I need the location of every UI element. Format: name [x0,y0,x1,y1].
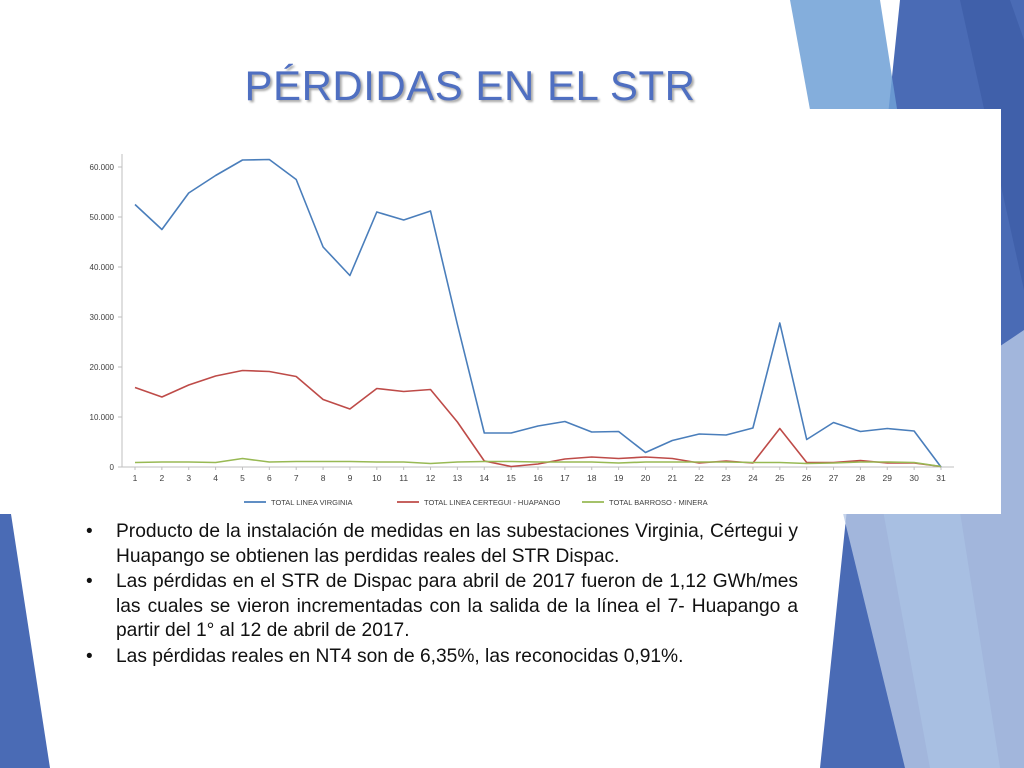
x-tick-label: 11 [399,473,408,483]
x-tick-label: 20 [641,473,651,483]
x-tick-label: 28 [856,473,866,483]
x-tick-label: 21 [668,473,678,483]
bullet-glyph: • [86,571,93,592]
x-tick-label: 3 [186,473,191,483]
y-tick-label: 60.000 [90,163,115,172]
x-tick-label: 2 [159,473,164,483]
x-tick-label: 24 [748,473,758,483]
x-tick-label: 30 [909,473,919,483]
bullet-glyph: • [86,645,93,667]
x-tick-label: 18 [587,473,597,483]
series-line-2 [134,369,942,468]
x-tick-label: 16 [533,473,543,483]
series-line-1 [134,158,942,468]
bullet-list: • Producto de la instalación de medidas e… [82,520,798,670]
x-tick-label: 4 [213,473,218,483]
slide-title: PÉRDIDAS EN EL STR [244,62,696,109]
series-layer [134,158,942,468]
x-tick-label: 14 [480,473,490,483]
bullet-glyph: • [86,521,93,542]
y-tick-label: 50.000 [90,213,115,222]
x-tick-label: 5 [240,473,245,483]
x-tick-label: 26 [802,473,812,483]
bullet-item: • Producto de la instalación de medidas e… [82,520,798,569]
y-tick-label: 20.000 [90,363,115,372]
y-tick-label: 10.000 [90,413,115,422]
bullet-text: Las pérdidas reales en NT4 son de 6,35%,… [116,645,684,667]
y-tick-label: 40.000 [90,263,115,272]
legend-label: TOTAL LINEA VIRGINIA [271,498,353,507]
series-line-3 [134,457,942,468]
legend-label: TOTAL LINEA CERTEGUI - HUAPANGO [424,498,560,507]
bullet-text: Producto de la instalación de medidas en… [116,521,798,567]
x-tick-label: 1 [133,473,138,483]
x-tick-label: 10 [372,473,382,483]
x-tick-label: 31 [936,473,946,483]
x-tick-label: 9 [348,473,353,483]
x-tick-label: 17 [560,473,570,483]
bullet-item: • Las pérdidas en el STR de Dispac para a… [82,570,798,644]
x-tick-label: 23 [721,473,731,483]
y-tick-label: 0 [110,463,115,472]
x-tick-label: 27 [829,473,839,483]
y-tick-label: 30.000 [90,313,115,322]
legend: TOTAL LINEA VIRGINIA TOTAL LINEA CERTEGUI… [244,498,708,507]
bullet-item: • Las pérdidas reales en NT4 son de 6,35%… [82,645,798,670]
x-tick-label: 8 [321,473,326,483]
x-tick-label: 19 [614,473,624,483]
x-tick-label: 12 [426,473,436,483]
bullet-text: Las pérdidas en el STR de Dispac para ab… [116,571,798,641]
x-tick-label: 15 [506,473,516,483]
x-tick-label: 7 [294,473,299,483]
x-tick-label: 25 [775,473,785,483]
x-tick-label: 29 [883,473,893,483]
x-axis: 1 2 3 4 5 6 7 8 9 10 11 12 13 14 15 16 17 18 19 20 21 22 23 24 2… [122,466,954,483]
decor-left-bar [0,514,50,768]
legend-label: TOTAL BARROSO - MINERA [609,498,708,507]
x-tick-label: 6 [267,473,272,483]
y-axis: 0 10.000 20.000 30.000 40.000 50.000 60.000 [90,154,123,472]
x-tick-label: 13 [453,473,463,483]
x-tick-label: 22 [694,473,704,483]
